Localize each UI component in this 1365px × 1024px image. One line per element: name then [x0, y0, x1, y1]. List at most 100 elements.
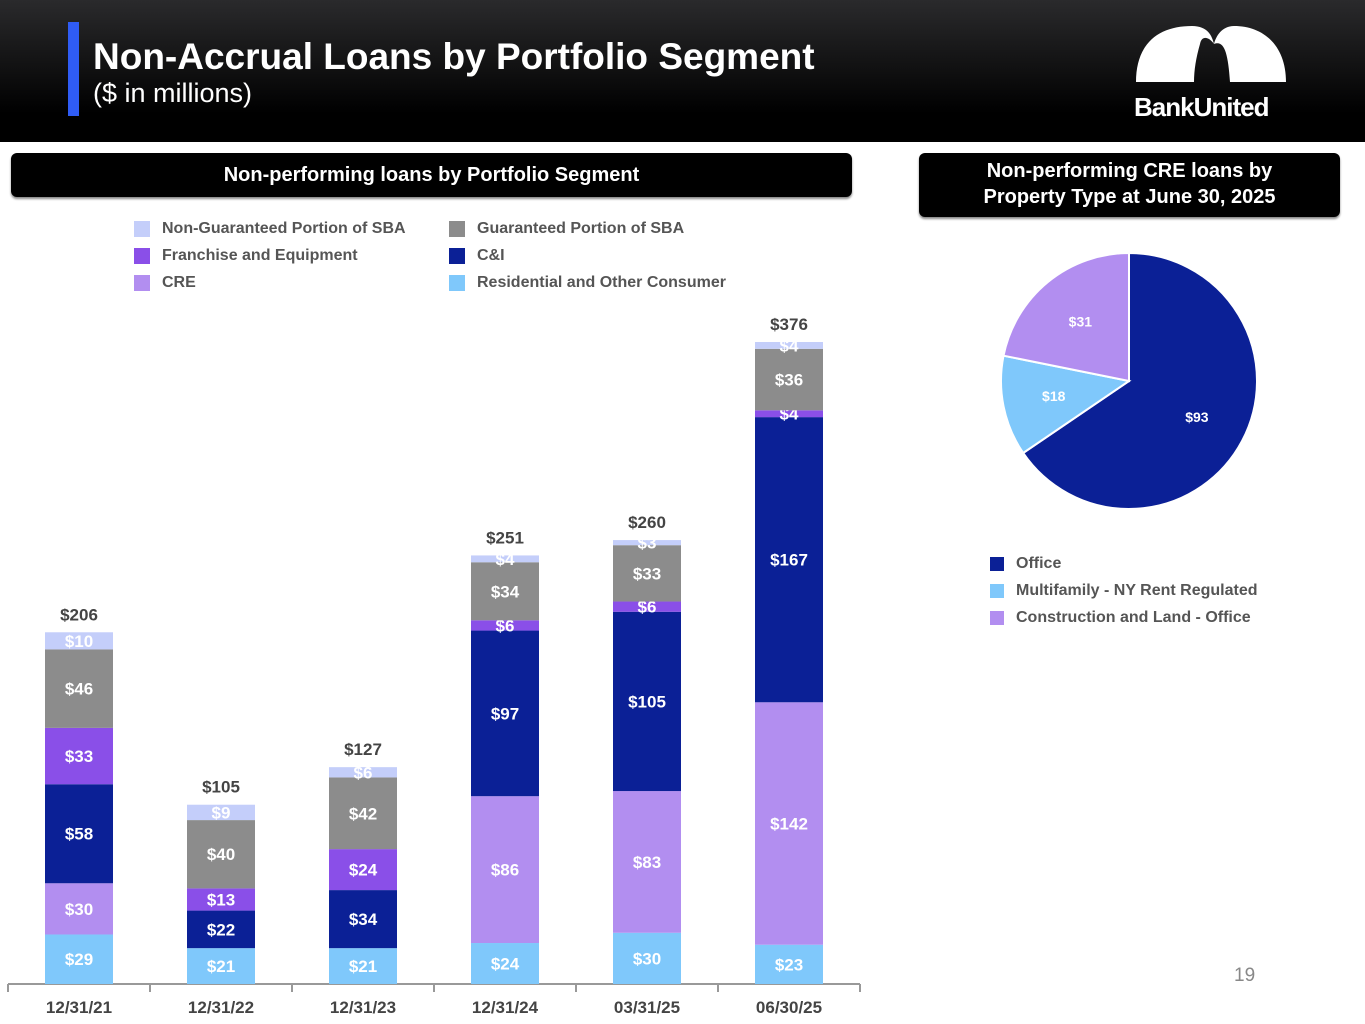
legend-label: Construction and Land - Office: [1016, 609, 1251, 626]
pie-slice: [1000, 354, 1132, 455]
bar-segment: [613, 611, 681, 792]
data-label: $83: [633, 853, 661, 872]
legend-label: Non-Guaranteed Portion of SBA: [162, 220, 406, 237]
bar-segment: [471, 555, 539, 563]
bar-segment: [613, 545, 681, 602]
bar-segment: [613, 601, 681, 612]
data-label: $34: [349, 910, 378, 929]
title-accent-bar: [68, 22, 79, 116]
total-label: $251: [486, 528, 524, 547]
bankunited-logo-icon: [1136, 26, 1286, 82]
legend-item: Franchise and Equipment: [134, 247, 358, 265]
page-number: 19: [1234, 965, 1256, 986]
legend-item: Non-Guaranteed Portion of SBA: [134, 220, 406, 238]
legend-item: Guaranteed Portion of SBA: [449, 220, 684, 238]
pie-legend-item: Construction and Land - Office: [990, 609, 1251, 627]
bar-segment: [329, 849, 397, 891]
data-label: $42: [349, 804, 377, 823]
pie-chart-title: Non-performing CRE loans by Property Typ…: [919, 153, 1340, 217]
data-label: $6: [354, 763, 373, 782]
page-subtitle: ($ in millions): [93, 78, 253, 108]
legend-swatch: [134, 248, 150, 264]
bar-segment: [329, 777, 397, 850]
bar-segment: [755, 944, 823, 984]
pie-chart: $93 $18 $31: [1000, 251, 1258, 510]
bar-segment: [45, 883, 113, 935]
legend-swatch: [990, 611, 1004, 625]
legend-swatch: [990, 584, 1004, 598]
data-label: $23: [775, 955, 803, 974]
data-label: $24: [349, 861, 378, 880]
pie-slice: [1021, 251, 1258, 510]
legend-swatch: [990, 557, 1004, 571]
x-tick-label: 12/31/24: [472, 998, 539, 1017]
data-label: $30: [65, 900, 93, 919]
bar-segment: [187, 910, 255, 949]
legend-swatch: [449, 275, 465, 291]
data-label: $6: [638, 598, 657, 617]
data-label: $142: [770, 815, 808, 834]
bar-segment: [755, 702, 823, 945]
total-label: $105: [202, 778, 240, 797]
header: Non-Accrual Loans by Portfolio Segment (…: [0, 0, 1365, 142]
data-label: $24: [491, 955, 520, 974]
bar-segment: [755, 348, 823, 411]
data-label: $40: [207, 845, 235, 864]
total-label: $376: [770, 315, 808, 334]
data-label: $3: [638, 534, 657, 553]
legend-label: Guaranteed Portion of SBA: [477, 220, 685, 237]
data-label: $30: [633, 949, 661, 968]
data-label: $33: [65, 747, 93, 766]
data-label: $29: [65, 950, 93, 969]
bar-segment: [329, 767, 397, 778]
data-label: $21: [207, 957, 235, 976]
pie-title-line-2: Property Type at June 30, 2025: [983, 186, 1276, 208]
pie-slice: [1002, 251, 1130, 383]
bar-segment: [187, 804, 255, 821]
x-tick-label: 03/31/25: [614, 998, 680, 1017]
stacked-bar-chart: $29 $30 $58 $33 $46 $10 $206 12/31/21 $21 $22 $13 $…: [7, 315, 861, 1017]
pie-legend-item: Multifamily - NY Rent Regulated: [990, 582, 1258, 600]
legend-swatch: [449, 248, 465, 264]
bar-segment: [187, 888, 255, 911]
data-label: $4: [780, 336, 799, 355]
bar-segment: [471, 796, 539, 944]
bar-segment: [471, 943, 539, 984]
x-tick-label: 06/30/25: [756, 998, 822, 1017]
bar-segment: [471, 630, 539, 797]
x-tick-label: 12/31/23: [330, 998, 396, 1017]
total-label: $260: [628, 513, 666, 532]
pie-data-label: $18: [1042, 388, 1066, 404]
data-label: $34: [491, 582, 520, 601]
pie-data-label: $31: [1069, 314, 1093, 330]
bar-segment: [755, 342, 823, 349]
data-label: $4: [496, 550, 515, 569]
bar-chart-title: Non-performing loans by Portfolio Segmen…: [11, 153, 852, 197]
bar-segment: [613, 540, 681, 546]
bar-segment: [45, 934, 113, 984]
legend-item: CRE: [134, 274, 196, 292]
legend-label: Office: [1016, 555, 1062, 572]
x-tick-label: 12/31/21: [46, 998, 112, 1017]
data-label: $33: [633, 564, 661, 583]
bar-segment: [613, 791, 681, 933]
data-label: $86: [491, 861, 519, 880]
data-label: $36: [775, 371, 803, 390]
bar-segment: [613, 932, 681, 984]
pie-legend-item: Office: [990, 555, 1061, 573]
data-label: $105: [628, 692, 666, 711]
data-label: $22: [207, 920, 235, 939]
legend-label: Franchise and Equipment: [162, 247, 358, 264]
legend-label: Multifamily - NY Rent Regulated: [1016, 582, 1258, 599]
data-label: $46: [65, 680, 93, 699]
bar-segment: [471, 562, 539, 621]
data-label: $6: [496, 616, 515, 635]
legend-item: Residential and Other Consumer: [449, 274, 726, 292]
bar-segment: [45, 727, 113, 785]
page-title: Non-Accrual Loans by Portfolio Segment: [93, 36, 815, 77]
bar-segment: [329, 948, 397, 984]
bar-segment: [187, 820, 255, 889]
bar-segment: [45, 649, 113, 728]
legend-swatch: [134, 275, 150, 291]
bar-segment: [471, 620, 539, 631]
